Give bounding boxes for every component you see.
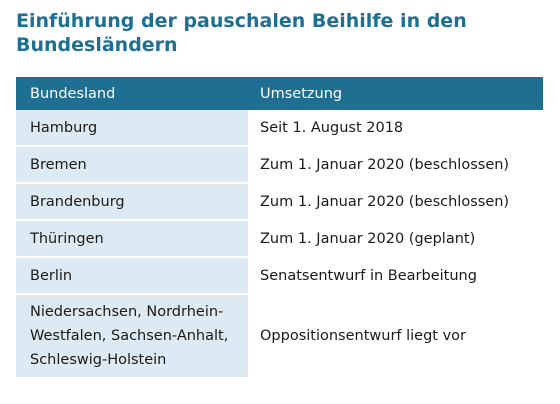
table-row: Niedersachsen, Nordrhein- Westfalen, Sac… bbox=[16, 295, 543, 379]
state-cell: Berlin bbox=[16, 258, 248, 293]
status-cell: Zum 1. Januar 2020 (beschlossen) bbox=[248, 147, 543, 182]
state-cell: Bremen bbox=[16, 147, 248, 182]
table-row: Bremen Zum 1. Januar 2020 (beschlossen) bbox=[16, 147, 543, 184]
state-cell: Brandenburg bbox=[16, 184, 248, 219]
status-cell: Seit 1. August 2018 bbox=[248, 110, 543, 145]
table-row: Hamburg Seit 1. August 2018 bbox=[16, 110, 543, 147]
column-header-bundesland: Bundesland bbox=[30, 85, 116, 102]
state-cell: Niedersachsen, Nordrhein- Westfalen, Sac… bbox=[16, 295, 248, 377]
page-title: Einführung der pauschalen Beihilfe in de… bbox=[16, 10, 467, 56]
state-cell-text: Niedersachsen, Nordrhein- Westfalen, Sac… bbox=[30, 304, 229, 368]
state-cell: Thüringen bbox=[16, 221, 248, 256]
column-header-umsetzung: Umsetzung bbox=[260, 85, 343, 102]
implementation-table: Bundesland Umsetzung Hamburg Seit 1. Aug… bbox=[16, 77, 543, 379]
status-cell: Zum 1. Januar 2020 (geplant) bbox=[248, 221, 543, 256]
table-row: Berlin Senatsentwurf in Bearbeitung bbox=[16, 258, 543, 295]
status-cell: Oppositionsentwurf liegt vor bbox=[248, 295, 543, 377]
table-row: Thüringen Zum 1. Januar 2020 (geplant) bbox=[16, 221, 543, 258]
status-cell: Zum 1. Januar 2020 (beschlossen) bbox=[248, 184, 543, 219]
state-cell: Hamburg bbox=[16, 110, 248, 145]
status-cell: Senatsentwurf in Bearbeitung bbox=[248, 258, 543, 293]
table-header-row: Bundesland Umsetzung bbox=[16, 77, 543, 110]
table-row: Brandenburg Zum 1. Januar 2020 (beschlos… bbox=[16, 184, 543, 221]
